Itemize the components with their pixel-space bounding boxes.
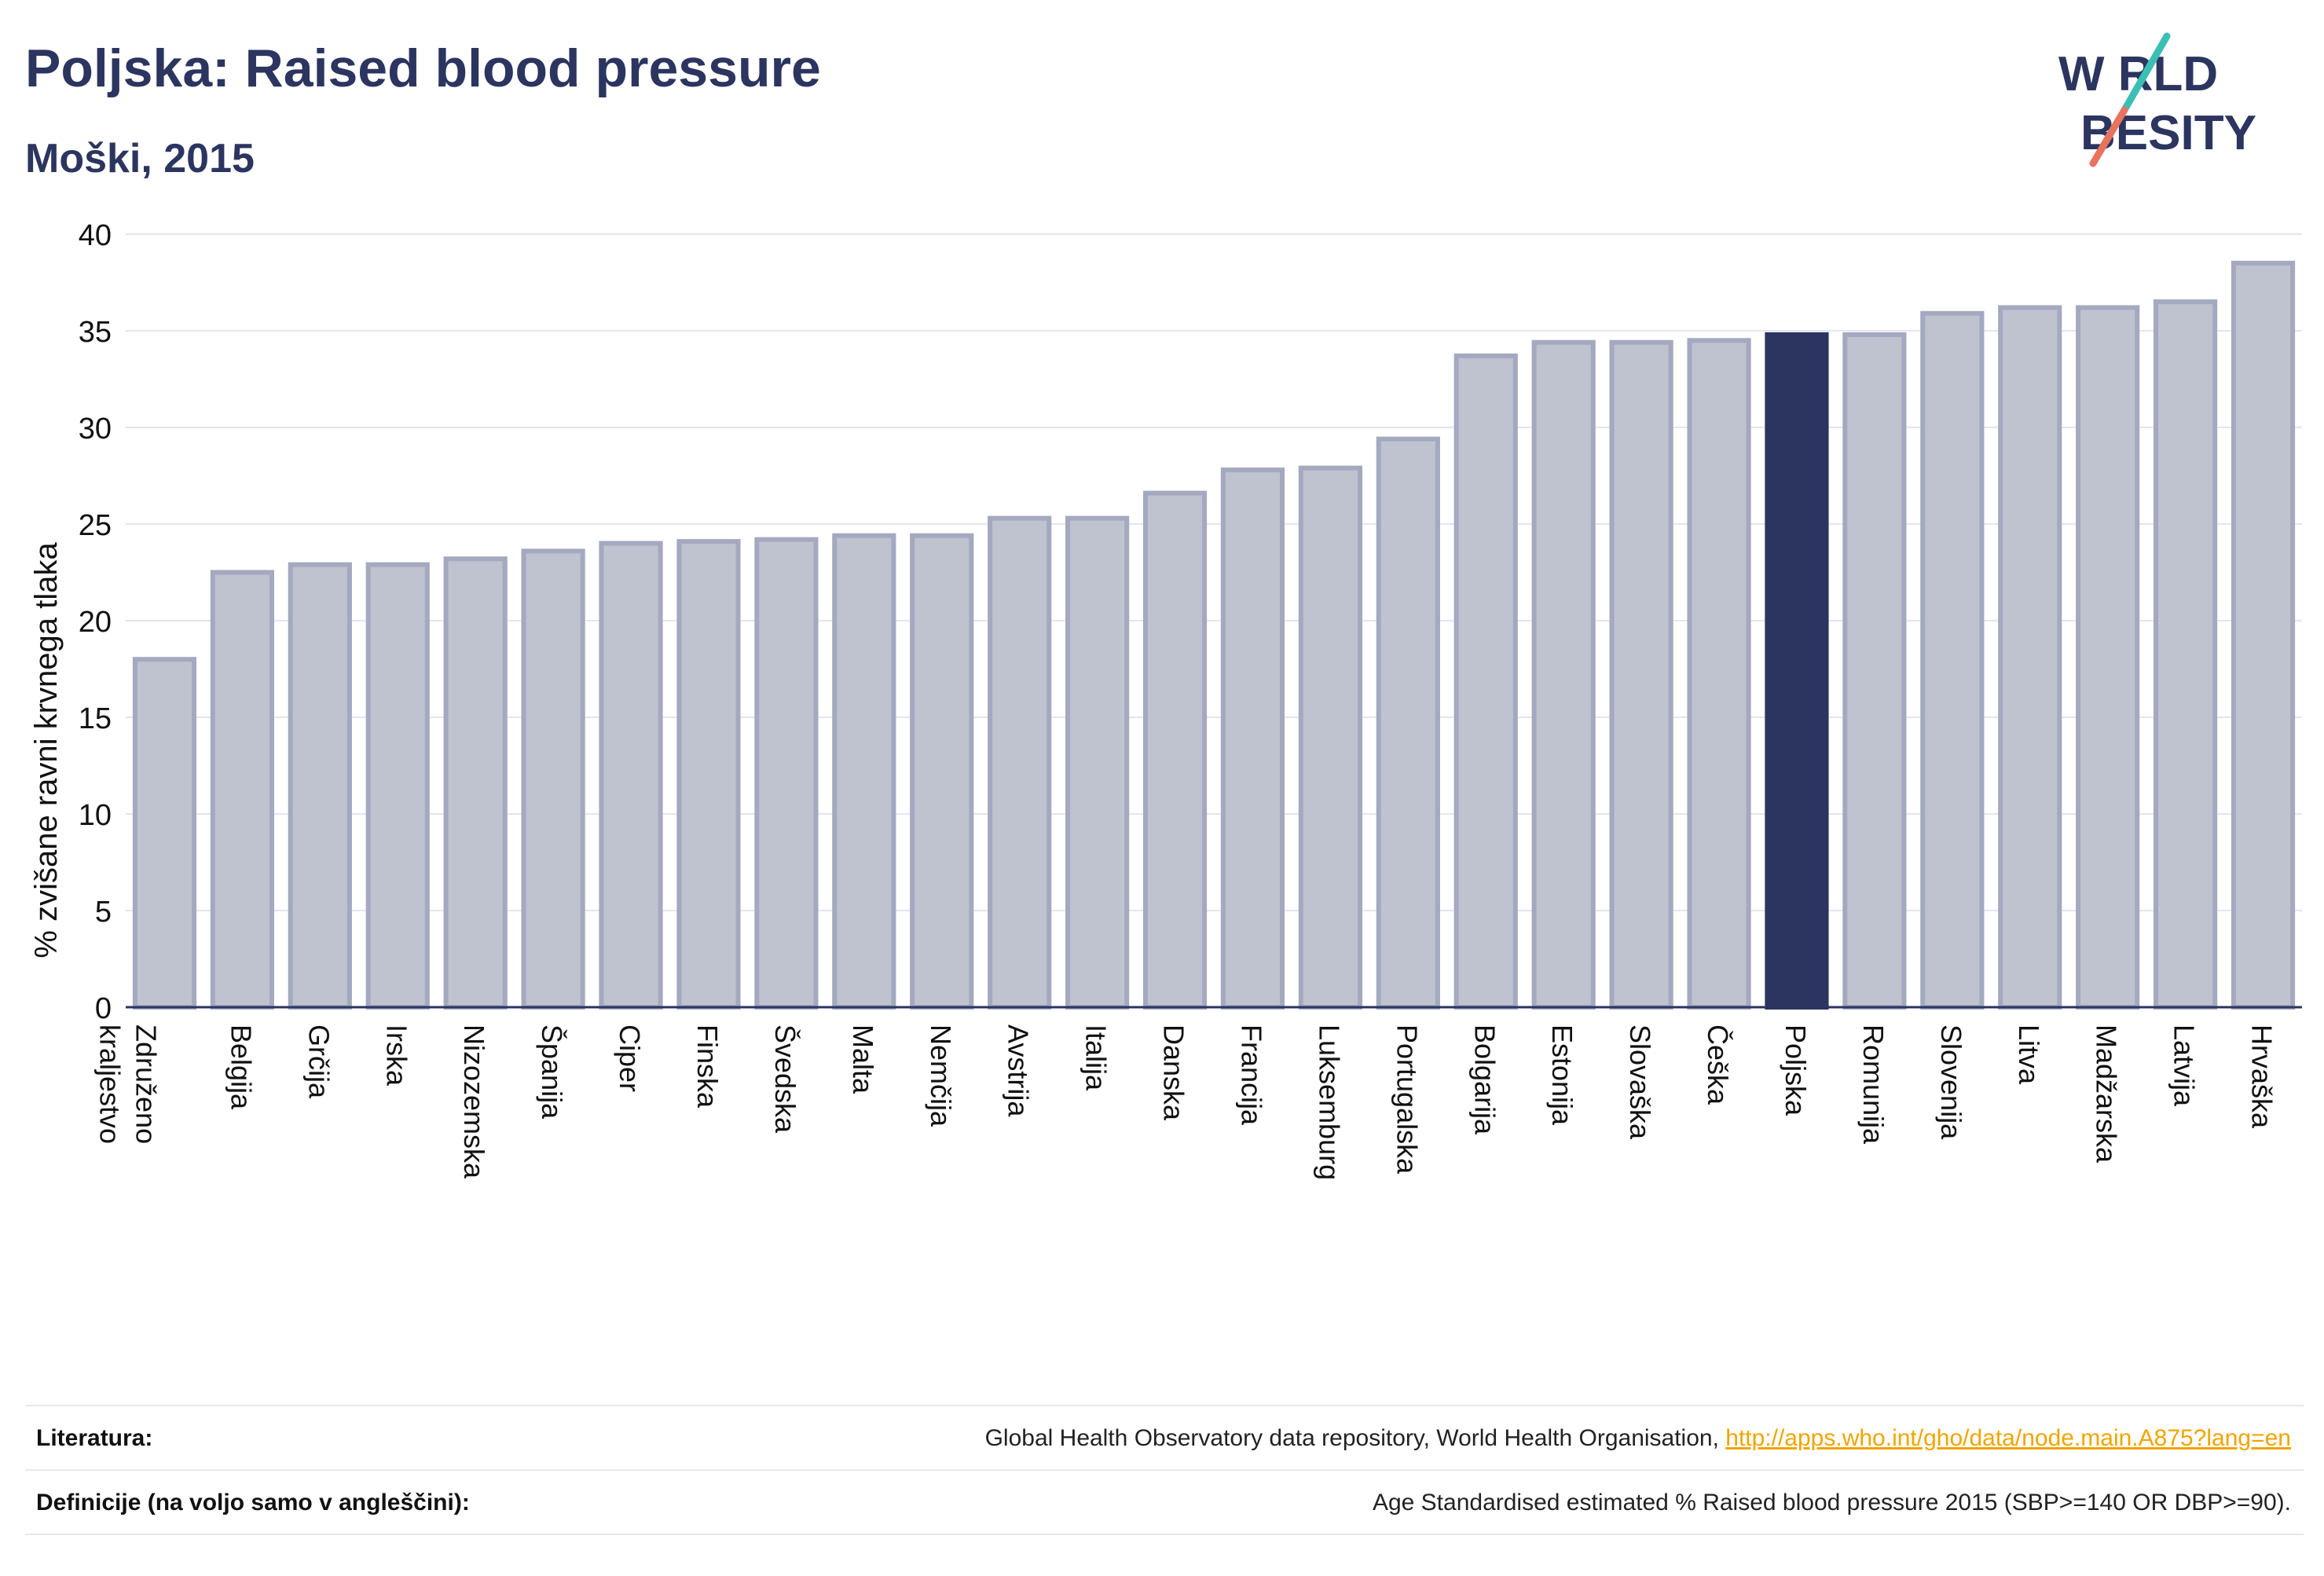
x-tick-label: Madžarska <box>2091 1024 2123 1164</box>
x-tick-label: Nemčija <box>925 1024 957 1127</box>
bar <box>1220 467 1285 1010</box>
x-tick-label: Finska <box>691 1024 724 1109</box>
x-tick-label: Slovenija <box>1935 1024 1967 1140</box>
x-tick-label: Združenokraljestvo <box>93 1024 162 1144</box>
bar-layer <box>132 260 2296 1010</box>
x-tick-label: Latvija <box>2168 1024 2201 1107</box>
bar <box>1142 490 1208 1010</box>
x-tick-label: Irska <box>380 1024 412 1087</box>
bar <box>1531 339 1596 1010</box>
y-tick-label: 20 <box>79 606 112 639</box>
x-tick-label: Švedska <box>769 1024 801 1134</box>
chart-subtitle: Moški, 2015 <box>25 136 255 181</box>
bar <box>2231 260 2296 1010</box>
x-tick-label: Malta <box>847 1024 879 1094</box>
definicije-label: Definicije (na voljo samo v angleščini): <box>36 1490 470 1516</box>
y-tick-label: 10 <box>79 799 112 832</box>
logo-coral-slash <box>2089 106 2128 167</box>
bar <box>1453 353 1518 1010</box>
footer-divider-middle <box>25 1469 2304 1471</box>
bar <box>521 548 585 1010</box>
bar <box>754 537 819 1010</box>
bar <box>1609 339 1673 1010</box>
literatura-label: Literatura: <box>36 1425 153 1451</box>
literatura-link[interactable]: http://apps.who.int/gho/data/node.main.A… <box>1725 1425 2291 1451</box>
bar <box>676 539 741 1010</box>
bar <box>365 562 430 1010</box>
bar <box>1920 310 1985 1010</box>
bar <box>910 533 974 1010</box>
bar <box>1998 305 2062 1010</box>
x-tick-label: Ciper <box>614 1024 646 1092</box>
bar <box>1298 465 1362 1010</box>
x-tick-label: Grčija <box>302 1024 335 1099</box>
bar <box>2154 299 2218 1010</box>
x-tick-label: Estonija <box>1546 1024 1578 1126</box>
x-tick-label: Francija <box>1235 1024 1267 1126</box>
world-obesity-logo: W RLD BESITY <box>2058 32 2256 167</box>
x-tick-label: Litva <box>2013 1024 2045 1085</box>
bar <box>988 515 1052 1010</box>
bar-chart: 0 5 10 15 20 25 30 35 40 Združenokraljestvo Belgi… <box>29 219 2302 1180</box>
x-tick-label: Nizozemska <box>458 1024 490 1179</box>
bar <box>2076 305 2140 1010</box>
x-tick-label: Italija <box>1080 1024 1113 1091</box>
x-tick-label: Portugalska <box>1391 1024 1423 1175</box>
y-tick-layer: 0 5 10 15 20 25 30 35 40 <box>79 219 112 1025</box>
bar <box>1065 515 1130 1010</box>
bar <box>288 562 352 1010</box>
footer-divider-top <box>25 1405 2304 1406</box>
x-tick-label: Danska <box>1158 1024 1190 1121</box>
x-tick-label: Španija <box>536 1024 568 1120</box>
y-tick-label: 0 <box>95 992 112 1025</box>
y-axis-label: % zvišane ravni krvnega tlaka <box>29 542 64 958</box>
y-tick-label: 30 <box>79 412 112 445</box>
bar <box>1376 436 1440 1010</box>
x-tick-label: Hrvaška <box>2246 1024 2278 1129</box>
y-tick-label: 40 <box>79 219 112 252</box>
y-tick-label: 25 <box>79 509 112 542</box>
bar <box>832 533 896 1010</box>
bar <box>210 570 274 1010</box>
x-tick-label: Luksemburg <box>1313 1024 1345 1180</box>
x-tick-label: Bolgarija <box>1468 1024 1501 1135</box>
x-category-layer: Združenokraljestvo Belgija Grčija Irska Nizo… <box>93 1024 2278 1180</box>
x-tick-label: Romunija <box>1857 1024 1890 1145</box>
x-tick-label: Češka <box>1702 1024 1734 1105</box>
logo-teal-slash <box>2121 32 2171 114</box>
bar <box>132 657 197 1010</box>
literatura-source: Global Health Observatory data repositor… <box>985 1425 2291 1452</box>
x-tick-label: Belgija <box>225 1024 257 1110</box>
bar <box>599 541 663 1010</box>
x-tick-label: Poljska <box>1780 1024 1812 1116</box>
y-tick-label: 15 <box>79 702 112 735</box>
literatura-text: Global Health Observatory data repositor… <box>984 1425 1726 1451</box>
bar <box>443 556 508 1010</box>
x-tick-label: Slovaška <box>1624 1024 1656 1140</box>
chart-title: Poljska: Raised blood pressure <box>25 38 821 98</box>
definicije-text: Age Standardised estimated % Raised bloo… <box>1372 1490 2291 1516</box>
footer-divider-bottom <box>25 1534 2304 1535</box>
x-tick-label: Avstrija <box>1003 1024 1035 1117</box>
y-tick-label: 5 <box>95 896 112 929</box>
bar-highlighted <box>1765 332 1829 1010</box>
bar <box>1687 338 1751 1010</box>
bar <box>1842 332 1907 1010</box>
y-tick-label: 35 <box>79 316 112 349</box>
